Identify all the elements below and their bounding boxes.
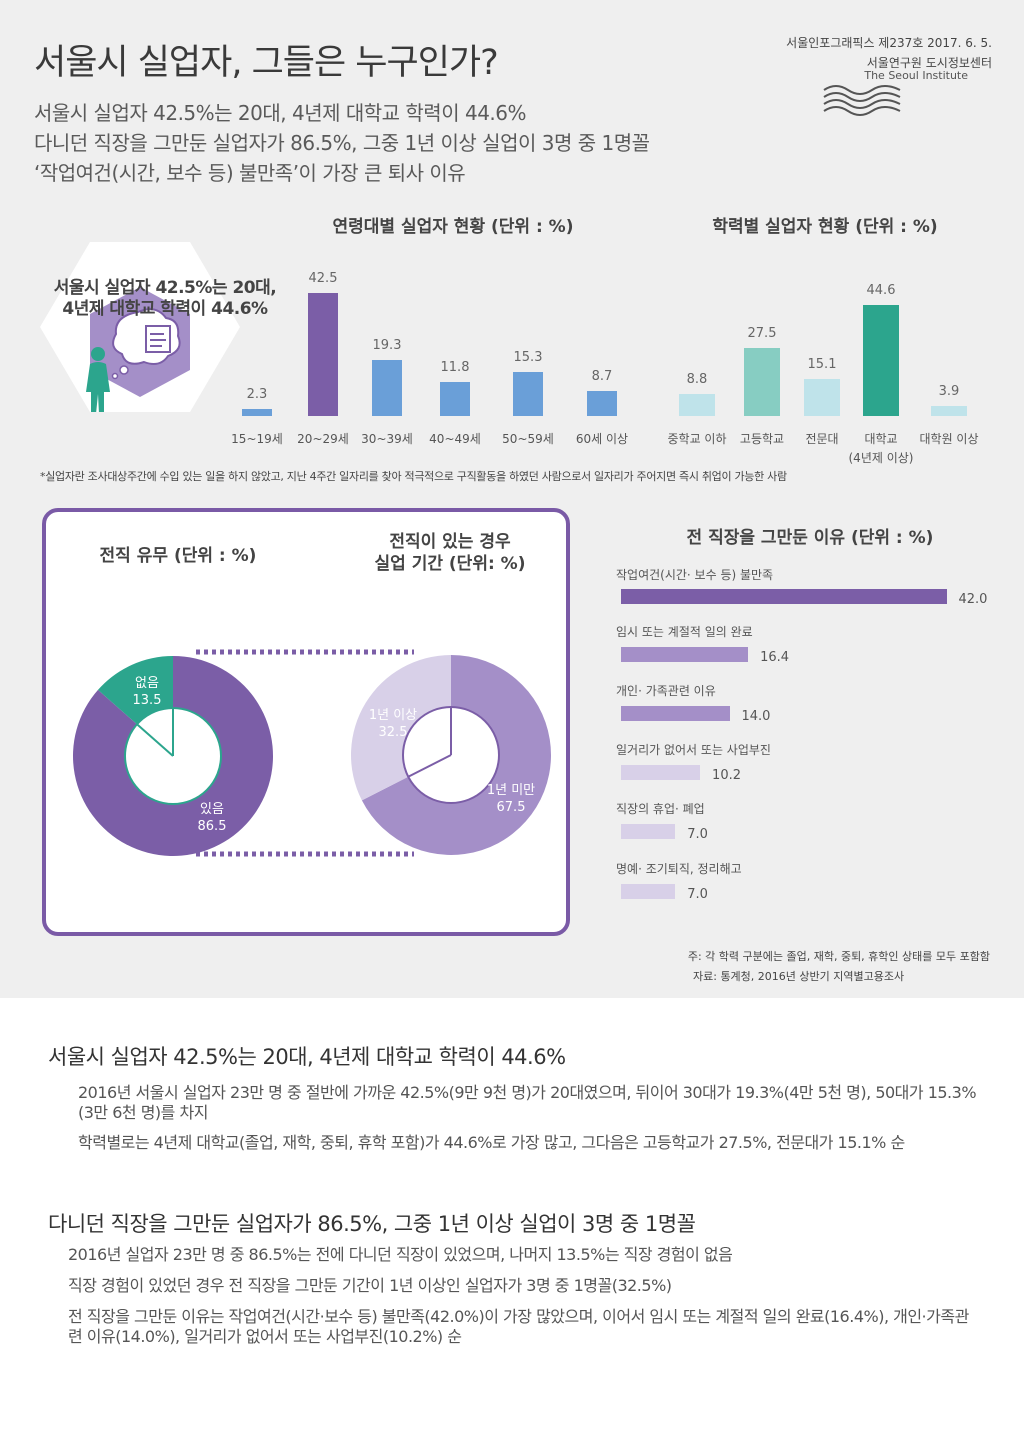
hexagon-illustration — [40, 242, 240, 412]
age-bar-2 — [372, 360, 402, 416]
age-value-4: 15.3 — [513, 349, 543, 365]
edu-category-4: 대학원 이상 — [919, 432, 979, 446]
reason-value-1: 16.4 — [760, 650, 790, 665]
prior-job-donut: 있음 86.5 없음 13.5 — [72, 656, 273, 856]
section-1-heading: 서울시 실업자 42.5%는 20대, 4년제 대학교 학력이 44.6% — [48, 1045, 566, 1069]
age-value-0: 2.3 — [246, 387, 268, 403]
prior-job-slice-label-0: 있음 — [200, 802, 224, 817]
reason-bar-5 — [621, 884, 676, 899]
institute-name-en: The Seoul Institute — [864, 69, 968, 82]
reason-category-3: 일거리가 없어서 또는 사업부진 — [616, 743, 771, 757]
edu-value-3: 44.6 — [866, 283, 896, 299]
edu-category-2: 전문대 — [805, 432, 839, 446]
reason-bar-1 — [621, 647, 749, 662]
period-slice-label-0: 1년 미만 — [487, 783, 535, 798]
reason-bar-3 — [621, 765, 701, 780]
note-source: 자료: 통계청, 2016년 상반기 지역별고용조사 — [693, 970, 905, 983]
period-title-line-1: 전직이 있는 경우 — [389, 532, 511, 552]
age-category-2: 30~39세 — [361, 432, 413, 446]
edu-value-0: 8.8 — [686, 372, 708, 388]
reason-category-0: 작업여건(시간· 보수 등) 불만족 — [616, 568, 774, 582]
subtitle-2: 다니던 직장을 그만둔 실업자가 86.5%, 그중 1년 이상 실업이 3명 … — [34, 131, 650, 155]
hexagon-caption-line-2: 4년제 대학교 학력이 44.6% — [62, 299, 268, 319]
prior-job-slice-value-1: 13.5 — [133, 693, 162, 708]
subtitle-3: ‘작업여건(시간, 보수 등) 불만족’이 가장 큰 퇴사 이유 — [34, 161, 466, 185]
age-value-3: 11.8 — [440, 359, 470, 375]
reason-category-4: 직장의 휴업· 폐업 — [616, 802, 705, 816]
unemployment-period-title: 전직이 있는 경우 실업 기간 (단위: %) — [350, 531, 550, 575]
edu-value-1: 27.5 — [747, 325, 777, 341]
age-category-1: 20~29세 — [297, 432, 349, 446]
age-value-1: 42.5 — [308, 270, 338, 286]
period-slice-0 — [361, 655, 551, 855]
section-2-para-2: 직장 경험이 있었던 경우 전 직장을 그만둔 기간이 1년 이상인 실업자가 … — [68, 1276, 672, 1295]
seoul-institute-logo-icon — [823, 85, 901, 116]
section-2-heading: 다니던 직장을 그만둔 실업자가 86.5%, 그중 1년 이상 실업이 3명 … — [48, 1212, 696, 1236]
reason-value-0: 42.0 — [958, 592, 988, 607]
prior-job-title: 전직 유무 (단위 : %) — [99, 546, 257, 566]
reason-bar-2 — [621, 706, 730, 721]
section-1-para-2: 학력별로는 4년제 대학교(졸업, 재학, 중퇴, 휴학 포함)가 44.6%로… — [78, 1133, 905, 1152]
reason-bar-0 — [621, 589, 947, 604]
reason-chart-title: 전 직장을 그만둔 이유 (단위 : %) — [686, 528, 934, 548]
age-value-2: 19.3 — [372, 338, 402, 354]
edu-bar-2 — [804, 378, 840, 416]
reason-category-1: 임시 또는 계절적 일의 완료 — [616, 625, 753, 639]
edu-bar-0 — [679, 394, 715, 416]
page-title: 서울시 실업자, 그들은 누구인가? — [34, 43, 499, 83]
reason-bar-4 — [621, 824, 676, 839]
unemployed-definition-footnote: *실업자란 조사대상주간에 수입 있는 일을 하지 않았고, 지난 4주간 일자… — [40, 470, 787, 483]
prior-job-slice-value-0: 86.5 — [198, 819, 227, 834]
period-slice-label-1: 1년 이상 — [369, 708, 417, 723]
reason-value-2: 14.0 — [741, 709, 771, 724]
prior-job-divider-1 — [136, 723, 174, 757]
edu-category-note: (4년제 이상) — [848, 451, 914, 465]
edu-bar-1 — [744, 347, 780, 416]
edu-category-1: 고등학교 — [739, 432, 785, 446]
period-divider-1 — [407, 754, 452, 778]
edu-category-3: 대학교 — [864, 432, 898, 446]
hexagon-caption: 서울시 실업자 42.5%는 20대, 4년제 대학교 학력이 44.6% — [40, 278, 290, 320]
age-chart-title: 연령대별 실업자 현황 (단위 : %) — [332, 217, 574, 237]
age-bar-3 — [440, 381, 470, 416]
edu-bar-3 — [863, 305, 899, 416]
reason-category-5: 명예· 조기퇴직, 정리해고 — [616, 862, 742, 876]
reason-category-2: 개인· 가족관련 이유 — [616, 684, 716, 698]
period-donut: 1년 미만 67.5 1년 이상 32.5 — [351, 655, 551, 855]
age-bar-1 — [308, 292, 338, 416]
edu-value-4: 3.9 — [938, 384, 960, 400]
section-2-para-3: 전 직장을 그만둔 이유는 작업여건(시간·보수 등) 불만족(42.0%)이 … — [68, 1307, 969, 1346]
age-bar-4 — [513, 371, 543, 416]
note-education: 주: 각 학력 구분에는 졸업, 재학, 중퇴, 휴학인 상태를 모두 포함함 — [687, 950, 990, 963]
edu-chart-title: 학력별 실업자 현황 (단위 : %) — [712, 217, 938, 237]
age-bar-0 — [242, 409, 272, 416]
age-bar-5 — [587, 390, 617, 416]
reason-value-4: 7.0 — [687, 827, 708, 842]
subtitle-1: 서울시 실업자 42.5%는 20대, 4년제 대학교 학력이 44.6% — [34, 101, 527, 125]
age-category-4: 50~59세 — [502, 432, 554, 446]
edu-value-2: 15.1 — [807, 356, 837, 372]
reason-value-5: 7.0 — [687, 887, 708, 902]
prior-job-slice-0 — [72, 656, 273, 856]
issue-info: 서울인포그래픽스 제237호 2017. 6. 5. — [786, 36, 992, 50]
period-title-line-2: 실업 기간 (단위: %) — [374, 554, 526, 574]
edu-category-0: 중학교 이하 — [667, 432, 727, 446]
age-category-5: 60세 이상 — [575, 432, 629, 446]
age-category-3: 40~49세 — [429, 432, 481, 446]
age-value-5: 8.7 — [591, 368, 613, 384]
period-slice-1 — [351, 655, 451, 801]
age-category-0: 15~19세 — [231, 432, 283, 446]
prior-job-slice-1 — [97, 656, 173, 725]
prior-job-slice-label-1: 없음 — [135, 676, 159, 691]
period-slice-value-1: 32.5 — [379, 725, 408, 740]
period-slice-value-0: 67.5 — [497, 800, 526, 815]
hexagon-caption-line-1: 서울시 실업자 42.5%는 20대, — [53, 278, 277, 298]
edu-bar-4 — [931, 406, 967, 416]
reason-value-3: 10.2 — [712, 768, 741, 783]
institute-name-kr: 서울연구원 도시정보센터 — [866, 56, 992, 70]
section-1-para-1: 2016년 서울시 실업자 23만 명 중 절반에 가까운 42.5%(9만 9… — [78, 1083, 977, 1122]
section-2-para-1: 2016년 실업자 23만 명 중 86.5%는 전에 다니던 직장이 있었으며… — [68, 1245, 733, 1264]
